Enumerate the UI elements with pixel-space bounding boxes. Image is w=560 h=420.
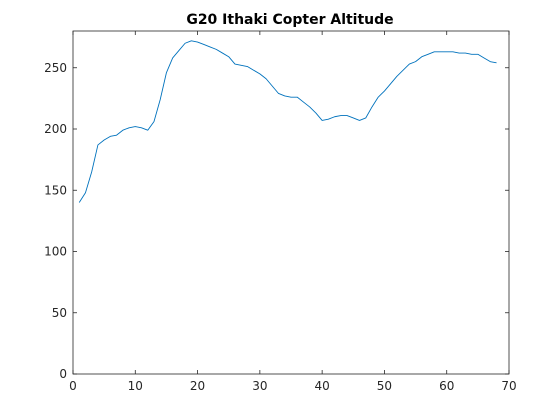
x-tick-label: 10 [128,379,143,393]
y-tick-label: 200 [44,122,67,136]
x-tick-label: 60 [439,379,454,393]
y-tick-label: 150 [44,183,67,197]
y-tick-label: 0 [59,367,67,381]
x-tick-label: 20 [190,379,205,393]
y-tick-label: 50 [52,306,67,320]
chart-title: G20 Ithaki Copter Altitude [186,12,393,28]
y-tick-label: 250 [44,61,67,75]
x-tick-label: 50 [377,379,392,393]
plot-area [73,31,509,374]
x-tick-label: 0 [69,379,77,393]
x-tick-label: 30 [252,379,267,393]
x-tick-label: 70 [501,379,516,393]
y-tick-label: 100 [44,245,67,259]
x-tick-label: 40 [315,379,330,393]
